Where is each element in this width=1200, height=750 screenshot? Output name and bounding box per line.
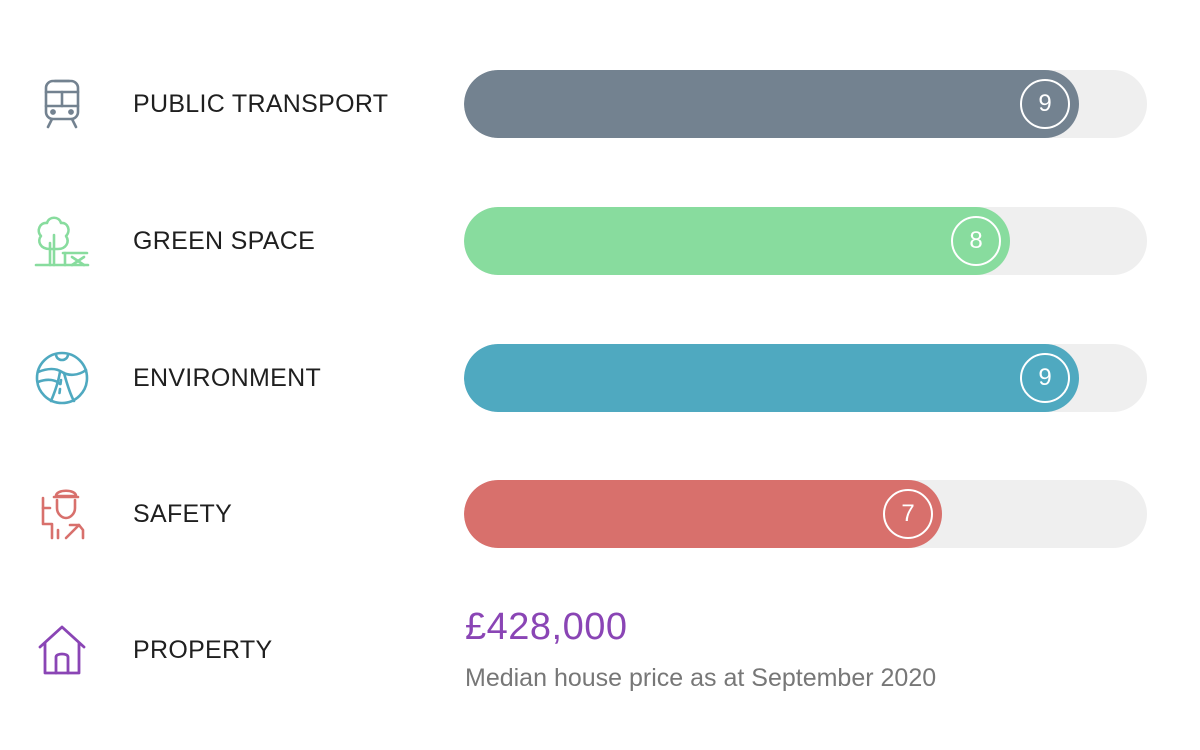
median-house-price-note: Median house price as at September 2020 bbox=[465, 664, 937, 692]
score-badge: 8 bbox=[951, 216, 1001, 266]
score-bar-fill bbox=[464, 207, 1010, 275]
tree-bench-icon bbox=[30, 213, 94, 269]
metric-row-property: PROPERTY bbox=[0, 616, 1200, 684]
score-bar-track: 9 bbox=[464, 344, 1147, 412]
score-bar-track: 7 bbox=[464, 480, 1147, 548]
metric-label: PROPERTY bbox=[133, 636, 273, 664]
metric-label: SAFETY bbox=[133, 500, 233, 528]
score-bar-track: 8 bbox=[464, 207, 1147, 275]
score-bar-fill bbox=[464, 70, 1079, 138]
road-landscape-icon bbox=[30, 350, 94, 406]
score-badge: 9 bbox=[1020, 353, 1070, 403]
metric-row-environment: ENVIRONMENT 9 bbox=[0, 344, 1200, 412]
metric-row-public-transport: PUBLIC TRANSPORT 9 bbox=[0, 70, 1200, 138]
median-house-price: £428,000 bbox=[465, 606, 628, 648]
score-badge: 9 bbox=[1020, 79, 1070, 129]
metric-row-safety: SAFETY 7 bbox=[0, 480, 1200, 548]
score-bar-fill bbox=[464, 344, 1079, 412]
metric-label: PUBLIC TRANSPORT bbox=[133, 90, 389, 118]
score-bar-fill bbox=[464, 480, 942, 548]
score-badge: 7 bbox=[883, 489, 933, 539]
house-icon bbox=[30, 622, 94, 678]
metric-label: ENVIRONMENT bbox=[133, 364, 322, 392]
score-bar-track: 9 bbox=[464, 70, 1147, 138]
police-officer-icon bbox=[30, 486, 94, 542]
metric-label: GREEN SPACE bbox=[133, 227, 316, 255]
metric-row-green-space: GREEN SPACE 8 bbox=[0, 207, 1200, 275]
train-icon bbox=[30, 76, 94, 132]
